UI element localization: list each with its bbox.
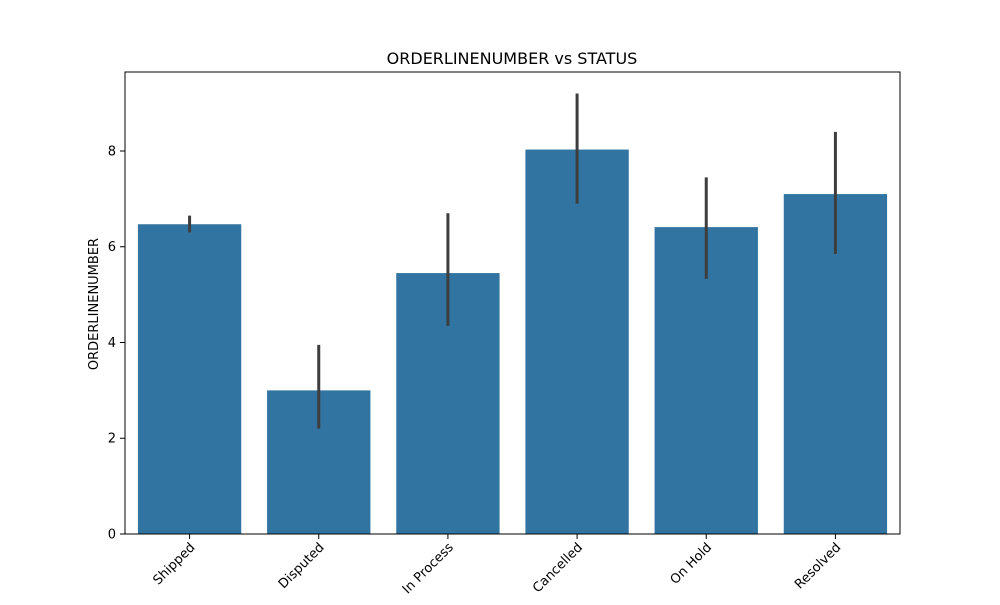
x-tick-label: In Process: [400, 540, 457, 597]
y-tick-label: 4: [108, 336, 116, 351]
bar: [137, 224, 242, 534]
y-tick-label: 8: [108, 144, 116, 159]
plot-frame: [124, 71, 901, 535]
x-tick-label: On Hold: [668, 540, 716, 588]
x-tick-label: Resolved: [792, 540, 844, 592]
plot-area: 0 2 4 6 8 Shipped Disputed In Process Cancelled O…: [108, 71, 901, 597]
bar: [525, 149, 629, 535]
y-tick-label: 0: [108, 528, 116, 543]
x-tick-label: Disputed: [276, 540, 328, 592]
chart-title: ORDERLINENUMBER vs STATUS: [387, 49, 638, 68]
x-tick-label: Cancelled: [530, 540, 586, 596]
y-axis-label: ORDERLINENUMBER: [87, 238, 102, 370]
y-tick-label: 2: [108, 432, 116, 447]
x-tick-label: Shipped: [150, 540, 198, 588]
y-tick-label: 6: [108, 240, 116, 255]
